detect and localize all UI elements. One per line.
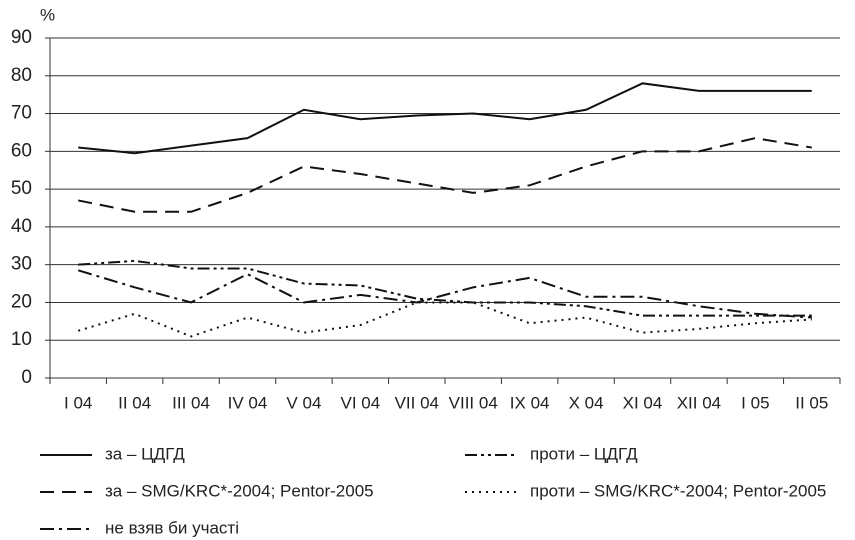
legend-label: проти – SMG/KRC*-2004; Pentor-2005: [530, 481, 826, 500]
legend-label: за – SMG/KRC*-2004; Pentor-2005: [105, 481, 374, 500]
legend-label: проти – ЦДГД: [530, 444, 638, 463]
x-tick-label: VI 04: [341, 393, 381, 412]
x-tick-label: XI 04: [623, 393, 663, 412]
line-series: [78, 82, 812, 155]
x-tick-label: I 04: [64, 393, 92, 412]
y-tick-label: 50: [11, 178, 32, 199]
x-tick-label: X 04: [569, 393, 604, 412]
y-tick-label: 20: [11, 291, 32, 312]
x-tick-label: VII 04: [395, 393, 439, 412]
legend-label: за – ЦДГД: [105, 444, 185, 463]
x-tick-label: II 05: [795, 393, 828, 412]
x-tick-label: VIII 04: [449, 393, 498, 412]
y-tick-label: 90: [11, 27, 32, 48]
y-tick-label: 10: [11, 329, 32, 350]
y-tick-label: 80: [11, 65, 32, 86]
x-tick-label: IX 04: [510, 393, 550, 412]
line-series: [78, 137, 812, 213]
y-axis-label: %: [40, 5, 55, 24]
legend-label: не взяв би участі: [105, 518, 239, 537]
x-tick-label: IV 04: [228, 393, 268, 412]
y-tick-label: 70: [11, 103, 32, 124]
y-tick-label: 60: [11, 140, 32, 161]
x-tick-label: III 04: [172, 393, 210, 412]
x-tick-label: V 04: [286, 393, 321, 412]
x-tick-label: II 04: [118, 393, 151, 412]
y-tick-label: 0: [21, 367, 32, 388]
x-tick-label: XII 04: [677, 393, 721, 412]
y-tick-label: 30: [11, 254, 32, 275]
x-tick-label: I 05: [741, 393, 769, 412]
line-series: [77, 269, 812, 319]
y-tick-label: 40: [11, 216, 32, 237]
line-series: [78, 259, 812, 317]
